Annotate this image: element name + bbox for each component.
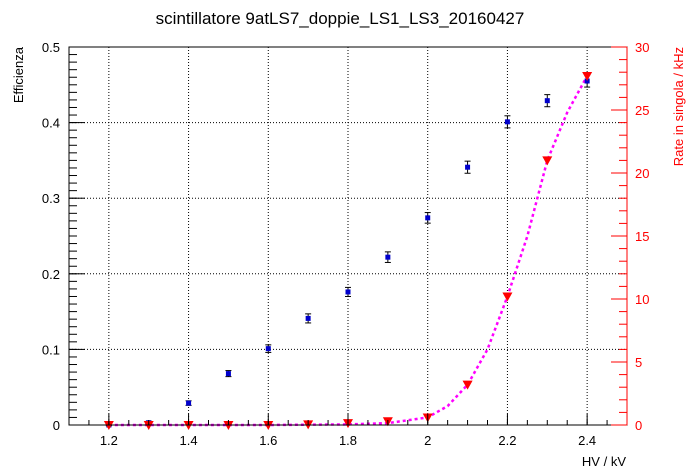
x-tick-label: 1.4 [180,433,198,448]
fit-curve-layer [108,75,589,427]
efficiency-point [305,315,311,321]
y2-tick-label: 0 [635,418,642,433]
efficiency-point [544,98,550,104]
y-axis-right: 0 5 10 15 20 25 30 [611,40,649,433]
efficiency-point [186,400,192,406]
x-axis-label: HV / kV [582,454,626,469]
rate-point [502,292,513,302]
efficiency-point [265,346,271,352]
y-axis-left: 0 0.1 0.2 0.3 0.4 0.5 [42,40,85,433]
y-tick-label: 0.5 [42,40,60,55]
rate-point [462,380,473,390]
rate-point [542,156,553,166]
y2-axis-label: Rate in singola / kHz [671,47,686,166]
efficiency-point [425,215,431,221]
efficiency-point [345,289,351,295]
efficiency-point [385,254,391,260]
efficiency-point [504,119,510,125]
x-tick-label: 1.2 [100,433,118,448]
y2-tick-label: 5 [635,355,642,370]
efficiency-point [584,78,590,84]
efficiency-point [465,164,471,170]
y2-tick-label: 20 [635,166,649,181]
x-tick-label: 1.6 [259,433,277,448]
y-tick-label: 0 [53,418,60,433]
grid [69,47,627,425]
efficiency-point [225,371,231,377]
x-tick-label: 2 [424,433,431,448]
y2-tick-label: 30 [635,40,649,55]
y2-tick-label: 10 [635,292,649,307]
rate-point [582,71,593,81]
y-tick-label: 0.3 [42,191,60,206]
y-tick-label: 0.4 [42,116,60,131]
chart-title: scintillatore 9atLS7_doppie_LS1_LS3_2016… [156,9,525,28]
y2-tick-label: 25 [635,103,649,118]
y-tick-label: 0.2 [42,267,60,282]
fit-curve [108,75,589,427]
x-axis: 1.2 1.4 1.6 1.8 2 2.2 2.4 [68,414,628,448]
x-tick-label: 2.4 [578,433,596,448]
y-tick-label: 0.1 [42,342,60,357]
x-tick-label: 1.8 [339,433,357,448]
x-tick-label: 2.2 [498,433,516,448]
y-axis-label: Efficienza [11,46,26,103]
y2-tick-label: 15 [635,229,649,244]
